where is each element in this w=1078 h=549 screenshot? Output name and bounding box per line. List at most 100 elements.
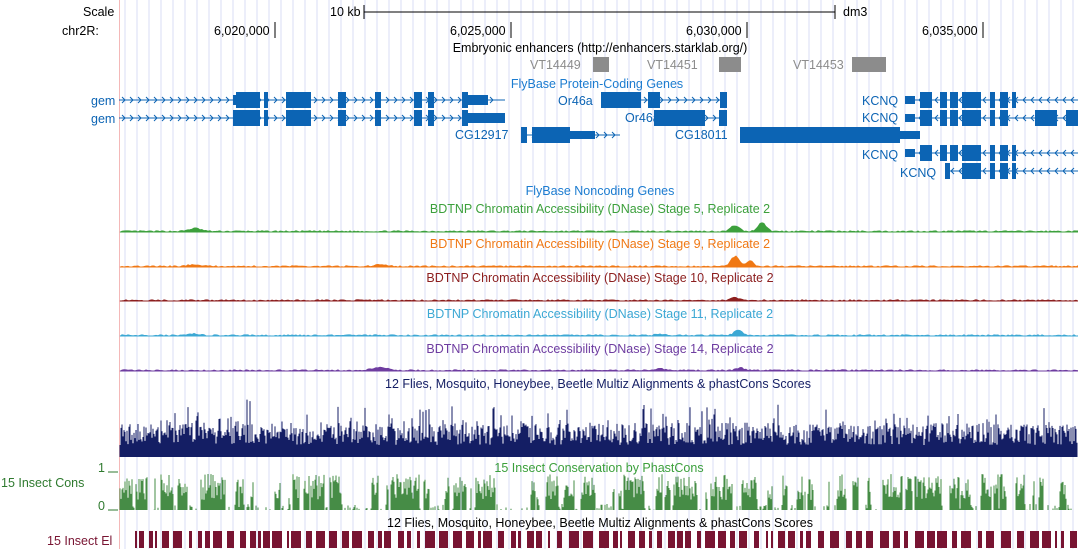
strand-arrow: [704, 114, 709, 122]
strand-arrow: [177, 96, 182, 104]
noncoding-genes-track-title[interactable]: FlyBase Noncoding Genes: [525, 184, 675, 198]
dnase-stage10-title[interactable]: BDTNP Chromatin Accessibility (DNase) St…: [426, 271, 774, 285]
gene-exon: [338, 92, 346, 108]
conserved-element: [227, 531, 234, 548]
conserved-element: [240, 531, 246, 548]
conserved-element: [583, 531, 593, 548]
gene-label-or46a-1[interactable]: Or46a: [558, 94, 593, 108]
conserved-element: [856, 531, 862, 548]
conserved-element: [927, 531, 935, 548]
dnase-stage5-title[interactable]: BDTNP Chromatin Accessibility (DNase) St…: [429, 202, 771, 216]
gene-exon: [1012, 145, 1016, 161]
conserved-element: [557, 531, 562, 548]
chrom-label: chr2R:: [62, 24, 99, 38]
conserved-element: [536, 531, 542, 548]
gene-exon: [962, 145, 981, 161]
strand-arrow: [691, 96, 696, 104]
conserved-element: [498, 531, 504, 548]
gene-exon: [990, 92, 995, 108]
conserved-element: [1070, 531, 1077, 548]
dnase-stage14-title[interactable]: BDTNP Chromatin Accessibility (DNase) St…: [426, 342, 774, 356]
strand-arrow: [958, 114, 963, 122]
gene-exon: [462, 110, 468, 126]
strand-arrow: [153, 96, 158, 104]
dnase-signal: [119, 222, 1078, 233]
strand-arrow: [715, 96, 720, 104]
gene-label-cg18011[interactable]: CG18011: [675, 128, 728, 142]
strand-arrow: [177, 114, 182, 122]
gene-exon: [1066, 110, 1078, 126]
strand-arrow: [361, 114, 366, 122]
strand-arrow: [683, 96, 688, 104]
gene-label-gem-2[interactable]: gem: [91, 112, 116, 126]
strand-arrow: [958, 167, 963, 175]
dnase-stage11-title[interactable]: BDTNP Chromatin Accessibility (DNase) St…: [426, 307, 774, 321]
strand-arrow: [1046, 149, 1051, 157]
gene-exon: [720, 92, 727, 108]
insect-el-left-label[interactable]: 15 Insect El: [47, 534, 113, 548]
enhancer-label-vt14453[interactable]: VT14453: [793, 58, 844, 72]
strand-arrow: [129, 114, 134, 122]
gene-exon: [468, 95, 488, 105]
strand-arrow: [457, 96, 462, 104]
conserved-element: [342, 531, 349, 548]
enhancer-label-vt14449[interactable]: VT14449: [530, 58, 581, 72]
gene-exon: [570, 131, 595, 139]
conserved-element: [139, 531, 144, 548]
strand-arrow: [934, 149, 939, 157]
conserved-element: [952, 531, 957, 548]
insect-cons-left-label[interactable]: 15 Insect Cons: [1, 476, 85, 490]
conserved-element: [352, 531, 362, 548]
conserved-element: [263, 531, 270, 548]
strand-arrow: [401, 114, 406, 122]
strand-arrow: [1062, 149, 1067, 157]
gene-exon: [601, 92, 641, 108]
strand-arrow: [982, 114, 987, 122]
strand-arrow: [982, 149, 987, 157]
gene-exon: [905, 96, 915, 104]
insect-el-track-title[interactable]: 12 Flies, Mosquito, Honeybee, Beetle Mul…: [387, 516, 813, 530]
gene-exon: [905, 114, 915, 122]
multiz-track-title[interactable]: 12 Flies, Mosquito, Honeybee, Beetle Mul…: [385, 377, 811, 391]
strand-arrow: [161, 96, 166, 104]
gene-exon: [940, 110, 947, 126]
gene-label-kcnq-2[interactable]: KCNQ: [862, 111, 899, 125]
gene-label-kcnq-1[interactable]: KCNQ: [862, 94, 899, 108]
enhancers-track-title[interactable]: Embryonic enhancers (http://enhancers.st…: [452, 41, 748, 55]
strand-arrow: [675, 96, 680, 104]
enhancer-label-vt14451[interactable]: VT14451: [647, 58, 698, 72]
insect-cons-bars: [119, 474, 1072, 510]
conserved-element: [639, 531, 645, 548]
ruler-tick-label-1: 6,020,000: [214, 24, 270, 38]
gene-label-gem-1[interactable]: gem: [91, 94, 116, 108]
scale-label: Scale: [83, 5, 115, 19]
gene-label-kcnq-4[interactable]: KCNQ: [900, 166, 937, 180]
conserved-element: [599, 531, 609, 548]
gene-exon: [428, 92, 434, 108]
gene-label-kcnq-3[interactable]: KCNQ: [862, 148, 899, 162]
strand-arrow: [385, 114, 390, 122]
strand-arrow: [281, 114, 286, 122]
conserved-element: [718, 531, 726, 548]
strand-arrow: [161, 114, 166, 122]
conserved-element: [189, 531, 192, 548]
strand-arrow: [982, 96, 987, 104]
conserved-element: [478, 531, 481, 548]
strand-arrow: [1022, 167, 1027, 175]
dnase-stage9-title[interactable]: BDTNP Chromatin Accessibility (DNase) St…: [429, 237, 771, 251]
conserved-element: [705, 531, 715, 548]
gene-label-or46a-2[interactable]: Or46a: [625, 111, 660, 125]
gene-exon: [920, 92, 932, 108]
conserved-element: [697, 531, 701, 548]
strand-arrow: [369, 96, 374, 104]
protein-genes-track-title[interactable]: FlyBase Protein-Coding Genes: [510, 77, 684, 91]
insect-cons-track-title[interactable]: 15 Insect Conservation by PhastCons: [494, 461, 704, 475]
conserved-element: [893, 531, 900, 548]
strand-arrow: [667, 96, 672, 104]
gene-exon: [233, 95, 236, 105]
gene-label-cg12917[interactable]: CG12917: [455, 128, 509, 142]
gene-exon: [1035, 110, 1057, 126]
strand-arrow: [217, 96, 222, 104]
conserved-element: [1001, 531, 1011, 548]
